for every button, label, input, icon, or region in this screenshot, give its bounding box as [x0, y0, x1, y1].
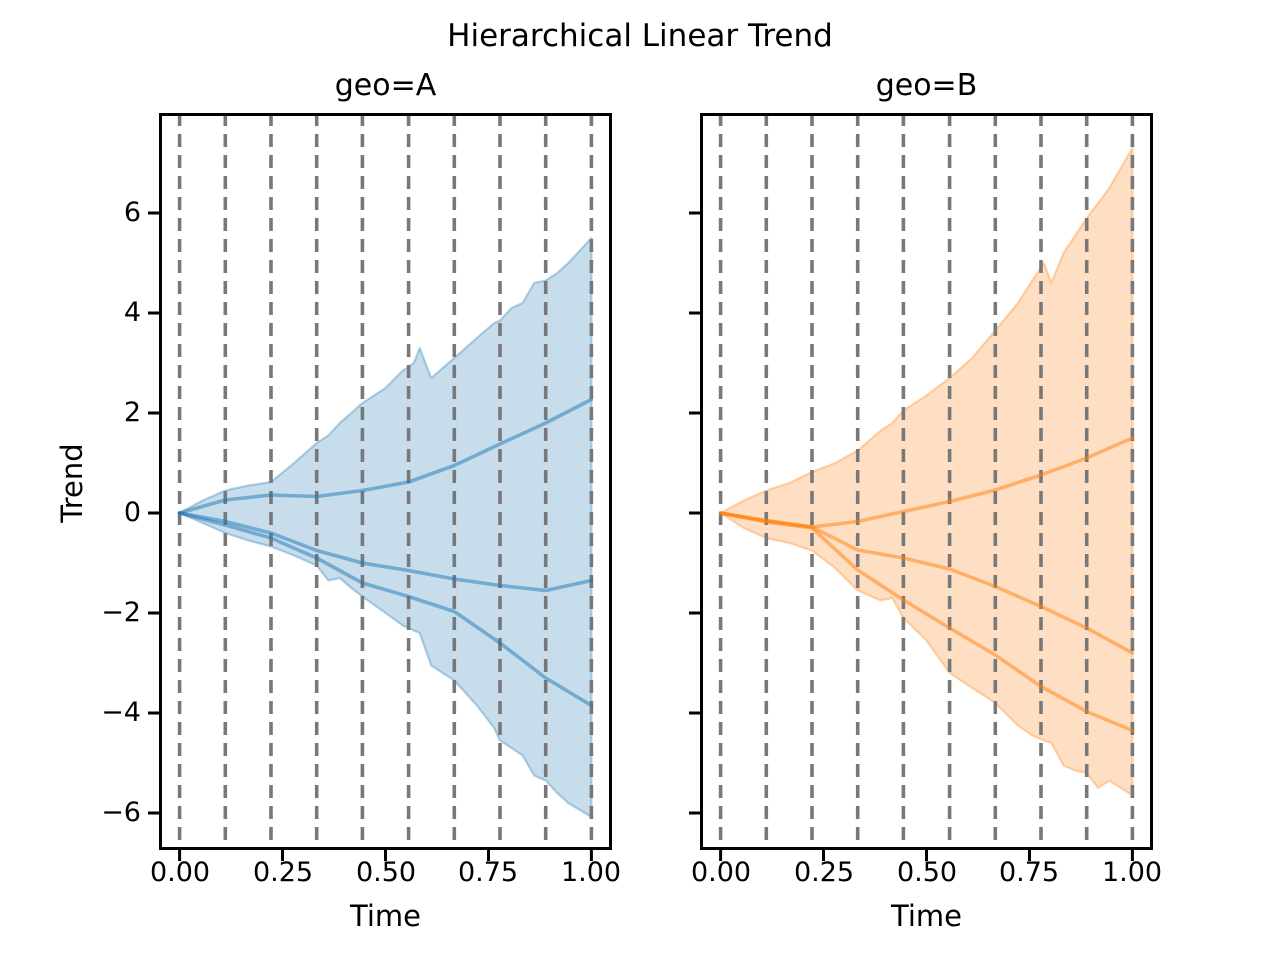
subplot-title-geo-a: geo=A: [334, 68, 437, 103]
figure-title: Hierarchical Linear Trend: [447, 18, 833, 54]
x-tick-label: 0.75: [998, 857, 1060, 888]
x-tick-label: 0.75: [457, 857, 519, 888]
x-tick-label: 0.00: [149, 857, 211, 888]
y-axis-label: Trend: [55, 443, 89, 523]
trend-line-sample-3: [177, 511, 594, 708]
x-tick-label: 0.25: [793, 857, 855, 888]
plot-area-geo-b: [689, 113, 1153, 861]
y-tick-label: −4: [101, 697, 141, 728]
y-tick-label: 2: [123, 397, 141, 428]
uncertainty-band: [178, 236, 593, 819]
plot-area-geo-a: [148, 113, 612, 861]
y-tick-label: 4: [123, 297, 141, 328]
y-tick-label: 0: [123, 497, 141, 528]
axes-spines: [700, 113, 1153, 850]
trend-line-sample-1: [177, 397, 594, 515]
y-tick-label: −6: [101, 797, 141, 828]
trend-line-sample-2: [177, 511, 594, 593]
x-tick-label: 1.00: [1101, 857, 1163, 888]
x-tick-label: 0.50: [896, 857, 958, 888]
x-axis-label: Time: [350, 899, 421, 933]
axes-spines: [159, 113, 612, 850]
subplot-geo-a: geo=A Time 0.00 0.25 0.50 0.75 1.00 −6 −4 −2 0 2 4…: [101, 68, 621, 933]
x-tick-label: 1.00: [560, 857, 622, 888]
subplot-title-geo-b: geo=B: [875, 68, 978, 103]
x-tick-label: 0.00: [690, 857, 752, 888]
subplot-geo-b: geo=B Time 0.00 0.25 0.50 0.75 1.00: [689, 68, 1162, 933]
y-tick-label: −2: [101, 597, 141, 628]
y-tick-label: 6: [123, 197, 141, 228]
uncertainty-band: [719, 146, 1134, 797]
x-axis-label: Time: [891, 899, 962, 933]
x-tick-label: 0.25: [252, 857, 314, 888]
x-tick-label: 0.50: [355, 857, 417, 888]
trend-line-sample-3: [718, 511, 1135, 733]
